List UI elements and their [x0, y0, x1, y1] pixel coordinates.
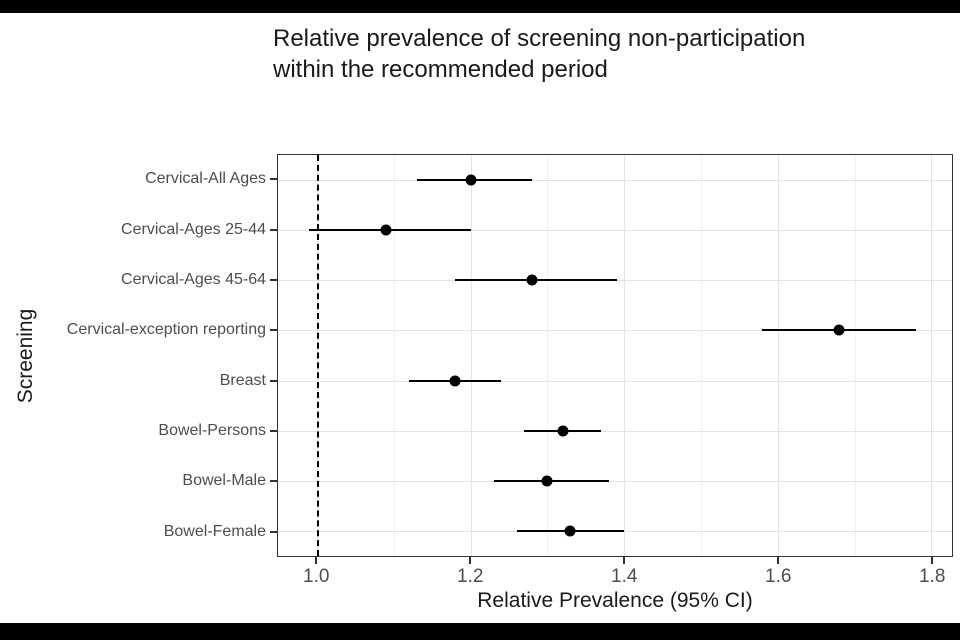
reference-line	[317, 155, 320, 556]
chart-title-line-2: within the recommended period	[273, 56, 608, 83]
gridline-x-minor	[854, 155, 856, 556]
data-point	[557, 425, 569, 437]
plot-panel	[277, 154, 953, 557]
y-axis-tick	[270, 228, 277, 231]
x-axis-tick	[623, 557, 626, 564]
x-axis-tick-label: 1.8	[918, 566, 946, 587]
x-axis-tick	[931, 557, 934, 564]
gridline-x-minor	[393, 155, 395, 556]
y-axis-tick-label: Bowel-Female	[163, 522, 266, 540]
data-point	[465, 174, 477, 186]
chart-title-line-1: Relative prevalence of screening non-par…	[273, 25, 806, 52]
x-axis-tick-label: 1.6	[765, 566, 792, 587]
gridline-x-major	[777, 155, 779, 556]
data-point	[833, 324, 845, 336]
gridline-y-major	[278, 380, 952, 382]
y-axis-tick	[270, 278, 277, 281]
gridline-y-major	[278, 330, 952, 332]
y-axis-tick-label: Cervical-Ages 45-64	[121, 270, 266, 288]
y-axis-tick-label: Cervical-exception reporting	[66, 321, 266, 339]
y-axis-tick	[270, 178, 277, 181]
x-axis-title: Relative Prevalence (95% CI)	[477, 589, 753, 612]
y-axis-tick	[270, 329, 277, 332]
y-axis-tick	[270, 430, 277, 433]
x-axis-tick-label: 1.4	[611, 566, 638, 587]
y-axis-tick-label: Bowel-Male	[182, 472, 266, 490]
y-axis-tick-label: Bowel-Persons	[158, 422, 266, 440]
gridline-y-major	[278, 480, 952, 482]
gridline-x-major	[470, 155, 472, 556]
y-axis-tick	[270, 480, 277, 483]
data-point	[564, 525, 576, 537]
gridline-x-minor	[547, 155, 549, 556]
data-point	[541, 475, 553, 487]
data-point	[380, 224, 392, 236]
gridline-x-major	[624, 155, 626, 556]
x-axis-tick-label: 1.0	[303, 566, 330, 587]
y-axis-tick	[270, 379, 277, 382]
data-point	[526, 274, 538, 286]
gridline-y-major	[278, 180, 952, 182]
y-axis-tick	[270, 530, 277, 533]
letterbox-bar-top	[0, 0, 960, 13]
letterbox-bar-bottom	[0, 623, 960, 640]
gridline-y-major	[278, 230, 952, 232]
y-axis-tick-label: Cervical-Ages 25-44	[121, 220, 266, 238]
gridline-x-major	[931, 155, 933, 556]
gridline-x-minor	[700, 155, 702, 556]
x-axis-tick	[777, 557, 780, 564]
y-axis-tick-label: Cervical-All Ages	[145, 170, 266, 188]
x-axis-tick	[315, 557, 318, 564]
gridline-y-major	[278, 430, 952, 432]
x-axis-tick	[469, 557, 472, 564]
y-axis-tick-label: Breast	[219, 371, 266, 389]
data-point	[449, 375, 461, 387]
x-axis-tick-label: 1.2	[457, 566, 484, 587]
chart-title: Relative prevalence of screening non-par…	[273, 23, 805, 85]
